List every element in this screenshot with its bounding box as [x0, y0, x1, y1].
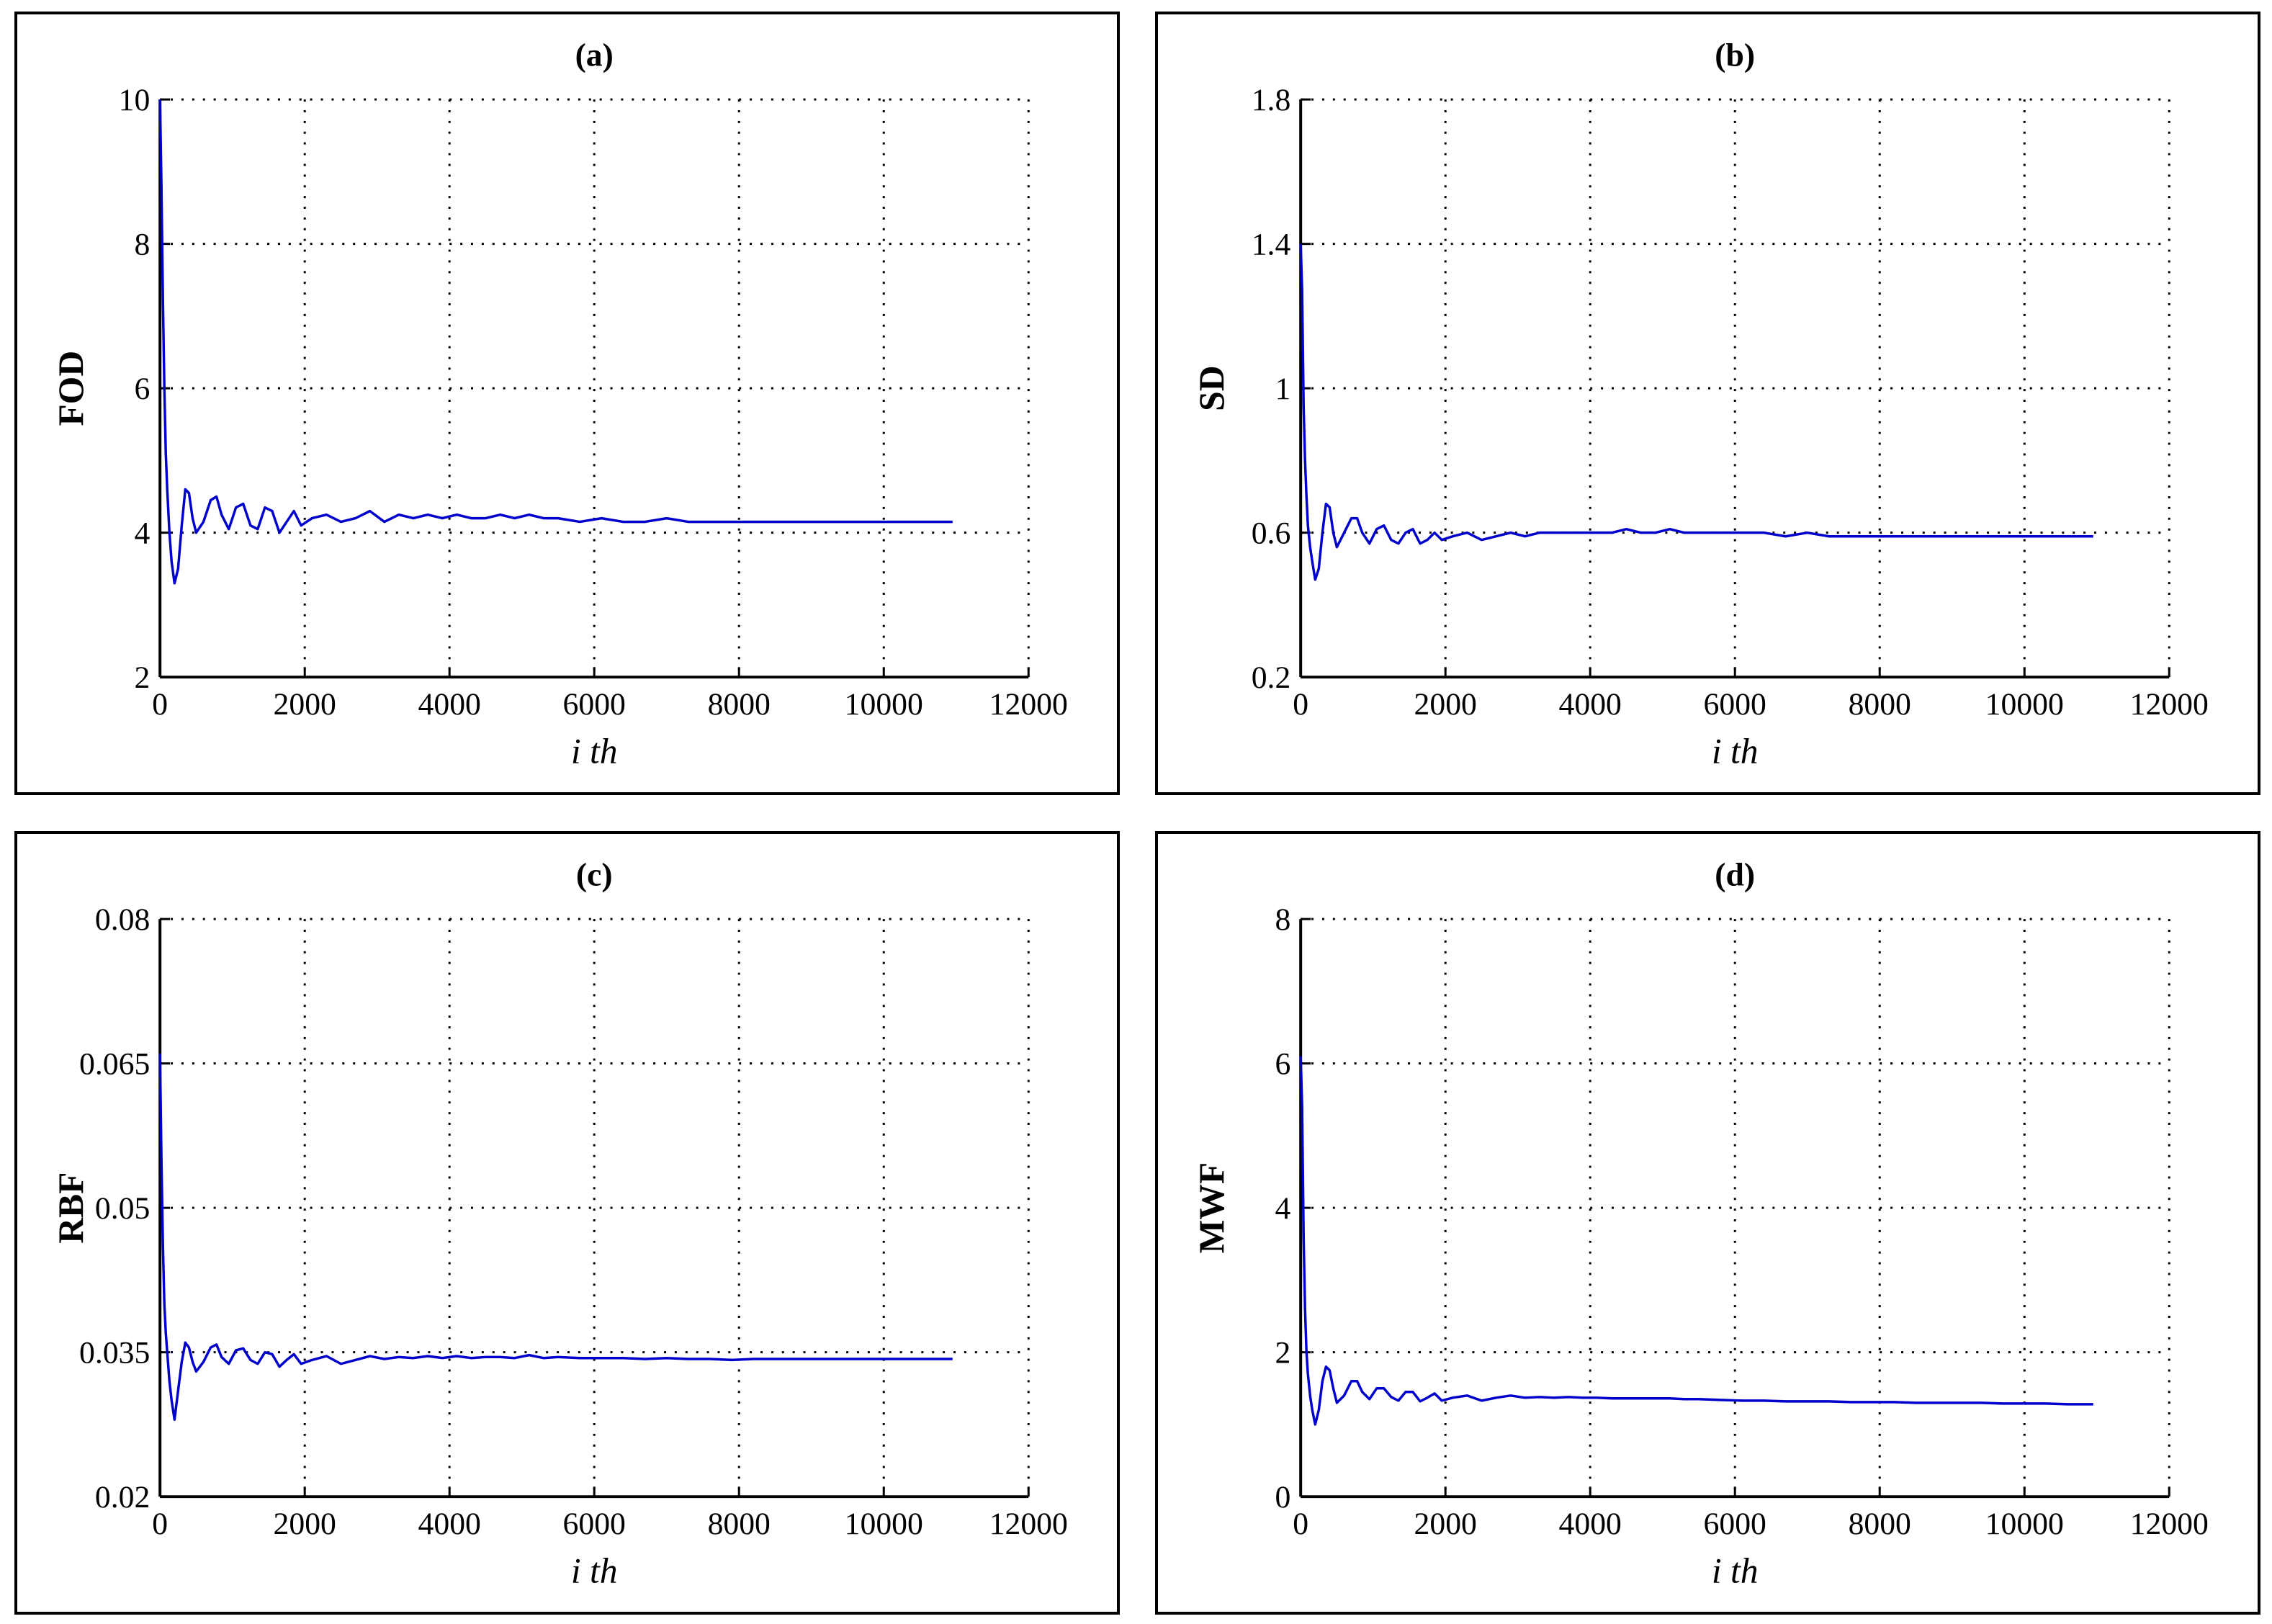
chart-b-series-line — [1299, 243, 2093, 581]
x-tick-label: 2000 — [274, 1507, 336, 1541]
chart-a-series-line — [158, 99, 953, 585]
chart-c-svg: 0 2000 4000 6000 8000 10000 12000 0.02 0.035 0.05… — [51, 856, 1068, 1590]
x-tick-label: 8000 — [1849, 1507, 1911, 1541]
y-tick-label: 0 — [1275, 1480, 1290, 1515]
y-tick-label: 0.08 — [95, 902, 150, 937]
chart-b-xlabel: i th — [1712, 731, 1759, 771]
chart-d-series-line — [1299, 1056, 2093, 1426]
x-tick-label: 12000 — [989, 687, 1068, 722]
chart-a-ylabel: FOD — [51, 351, 91, 426]
chart-d-xlabel: i th — [1712, 1551, 1759, 1590]
x-tick-label: 4000 — [1559, 1507, 1622, 1541]
y-tick-label: 0.05 — [95, 1191, 150, 1226]
chart-c-xlabel: i th — [571, 1551, 618, 1590]
x-tick-label: 6000 — [563, 1507, 626, 1541]
y-tick-label: 0.035 — [79, 1336, 150, 1370]
x-tick-label: 2000 — [1414, 687, 1477, 722]
y-tick-label: 2 — [1275, 1336, 1290, 1370]
x-tick-label: 8000 — [708, 687, 771, 722]
x-tick-label: 0 — [152, 687, 168, 722]
chart-c-ylabel: RBF — [51, 1172, 91, 1244]
x-tick-label: 2000 — [1414, 1507, 1477, 1541]
x-tick-label: 12000 — [989, 1507, 1068, 1541]
x-tick-label: 12000 — [2130, 1507, 2209, 1541]
x-tick-label: 0 — [1293, 687, 1308, 722]
x-tick-label: 12000 — [2130, 687, 2209, 722]
x-tick-label: 6000 — [1704, 1507, 1766, 1541]
chart-panel-c: 0 2000 4000 6000 8000 10000 12000 0.02 0.035 0.05… — [14, 831, 1120, 1615]
chart-b-ylabel: SD — [1192, 365, 1231, 411]
x-tick-label: 8000 — [1849, 687, 1911, 722]
chart-a-svg: 0 2000 4000 6000 8000 10000 12000 2 4 6 8 10 (a) i th… — [51, 36, 1068, 771]
y-tick-label: 8 — [1275, 902, 1290, 937]
chart-d-svg: 0 2000 4000 6000 8000 10000 12000 0 2 4 6 8 (d) i th M… — [1192, 856, 2209, 1590]
y-tick-label: 0.2 — [1252, 660, 1291, 695]
y-tick-label: 6 — [134, 372, 150, 406]
x-tick-label: 4000 — [418, 687, 481, 722]
chart-d-title: (d) — [1715, 856, 1755, 892]
y-tick-label: 0.065 — [79, 1047, 150, 1082]
x-tick-label: 8000 — [708, 1507, 771, 1541]
y-tick-label: 2 — [134, 660, 150, 695]
chart-c-series-line — [158, 1054, 953, 1422]
y-tick-label: 0.6 — [1252, 516, 1291, 551]
chart-a-title: (a) — [575, 36, 614, 73]
x-tick-label: 10000 — [1985, 687, 2064, 722]
chart-a-xlabel: i th — [571, 731, 618, 771]
chart-b-title: (b) — [1715, 36, 1755, 73]
chart-b-svg: 0 2000 4000 6000 8000 10000 12000 0.2 0.6 1 1.4 1.8… — [1192, 36, 2209, 771]
chart-panel-d: 0 2000 4000 6000 8000 10000 12000 0 2 4 6 8 (d) i th M… — [1155, 831, 2260, 1615]
chart-panel-a: 0 2000 4000 6000 8000 10000 12000 2 4 6 8 10 (a) i th… — [14, 12, 1120, 795]
y-tick-label: 0.02 — [95, 1480, 150, 1515]
y-tick-label: 1.4 — [1252, 228, 1291, 262]
y-tick-label: 1 — [1275, 372, 1290, 406]
x-tick-label: 6000 — [563, 687, 626, 722]
x-tick-label: 4000 — [1559, 687, 1622, 722]
y-tick-label: 1.8 — [1252, 83, 1291, 117]
y-tick-label: 8 — [134, 228, 150, 262]
chart-c-title: (c) — [576, 856, 613, 892]
x-tick-label: 6000 — [1704, 687, 1766, 722]
y-tick-label: 6 — [1275, 1047, 1290, 1082]
x-tick-label: 4000 — [418, 1507, 481, 1541]
y-tick-label: 4 — [134, 516, 150, 551]
chart-d-ylabel: MWF — [1192, 1162, 1231, 1254]
y-tick-label: 4 — [1275, 1191, 1290, 1226]
x-tick-label: 0 — [152, 1507, 168, 1541]
chart-panel-b: 0 2000 4000 6000 8000 10000 12000 0.2 0.6 1 1.4 1.8… — [1155, 12, 2260, 795]
x-tick-label: 2000 — [274, 687, 336, 722]
y-tick-label: 10 — [119, 83, 151, 117]
x-tick-label: 10000 — [845, 1507, 923, 1541]
x-tick-label: 10000 — [845, 687, 923, 722]
x-tick-label: 0 — [1293, 1507, 1308, 1541]
x-tick-label: 10000 — [1985, 1507, 2064, 1541]
